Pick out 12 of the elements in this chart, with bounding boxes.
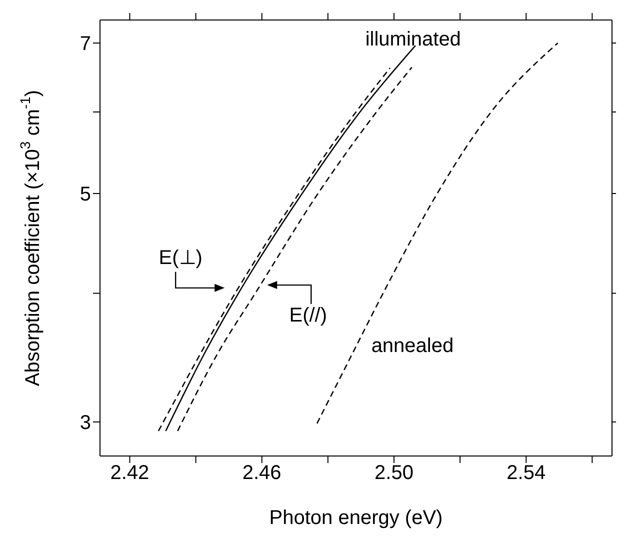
y-tick-label: 5	[80, 184, 91, 206]
x-tick-label: 2.46	[242, 462, 282, 484]
annotation: E(⊥)	[158, 247, 202, 270]
annotation: illuminated	[365, 28, 461, 50]
x-tick-label: 2.54	[506, 462, 546, 484]
y-tick-label: 3	[80, 412, 91, 434]
x-tick-label: 2.42	[110, 462, 150, 484]
annotation: annealed	[371, 334, 454, 357]
text: 2.50	[374, 462, 414, 484]
x-axis-title: Photon energy (eV)	[269, 507, 443, 529]
annotation: E(//)	[289, 304, 328, 326]
y-tick-label: 7	[80, 33, 91, 56]
